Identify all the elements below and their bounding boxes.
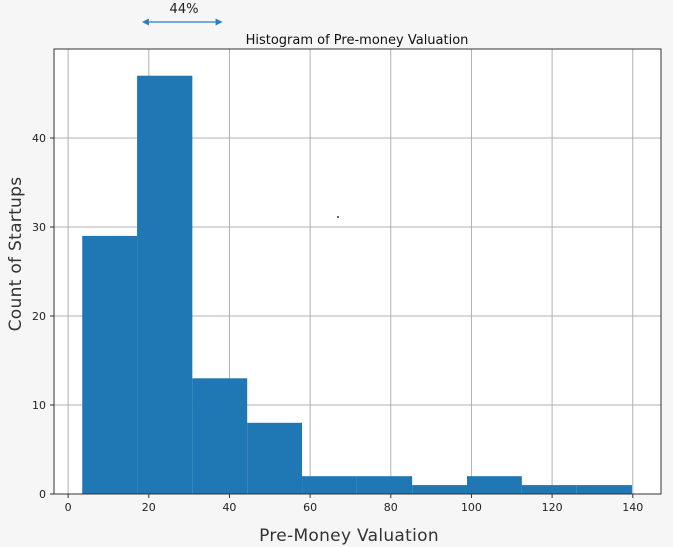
x-tick-label-140: 140 <box>622 501 643 514</box>
stray-dot <box>337 216 339 218</box>
annotation-arrowhead-left <box>141 18 149 26</box>
histogram-bar-0 <box>82 235 138 494</box>
y-tick-label-40: 40 <box>32 132 46 145</box>
plot-frame <box>53 48 662 495</box>
y-tick-label-20: 20 <box>32 310 46 323</box>
histogram-bar-8 <box>521 485 577 494</box>
histogram-bar-7 <box>467 476 522 494</box>
x-axis-label: Pre-Money Valuation <box>259 526 439 546</box>
y-tick-label-0: 0 <box>39 488 46 501</box>
x-tick-label-120: 120 <box>542 501 563 514</box>
histogram-bar-5 <box>356 476 413 494</box>
chart-title: Histogram of Pre-money Valuation <box>246 33 469 48</box>
percent-annotation: 44% <box>141 2 223 26</box>
histogram-bar-3 <box>247 422 303 494</box>
histogram-bar-1 <box>137 75 193 494</box>
x-tick-label-100: 100 <box>461 501 482 514</box>
y-tick-label-30: 30 <box>32 221 46 234</box>
annotation-arrowhead-right <box>215 18 223 26</box>
histogram-bar-6 <box>412 485 468 494</box>
y-axis-label: Count of Startups <box>6 177 26 332</box>
x-ticks: 0 20 40 60 80 100 120 140 <box>65 494 643 514</box>
x-tick-label-40: 40 <box>222 501 236 514</box>
x-tick-label-20: 20 <box>142 501 156 514</box>
histogram-bar-2 <box>192 378 248 494</box>
y-tick-label-10: 10 <box>32 399 46 412</box>
annotation-label: 44% <box>170 2 199 17</box>
x-tick-label-60: 60 <box>303 501 317 514</box>
bars-group <box>82 75 632 494</box>
histogram-bar-9 <box>576 485 632 494</box>
histogram-bar-4 <box>302 476 357 494</box>
x-tick-label-80: 80 <box>384 501 398 514</box>
x-tick-label-0: 0 <box>65 501 72 514</box>
y-ticks: 0 10 20 30 40 <box>32 132 54 501</box>
